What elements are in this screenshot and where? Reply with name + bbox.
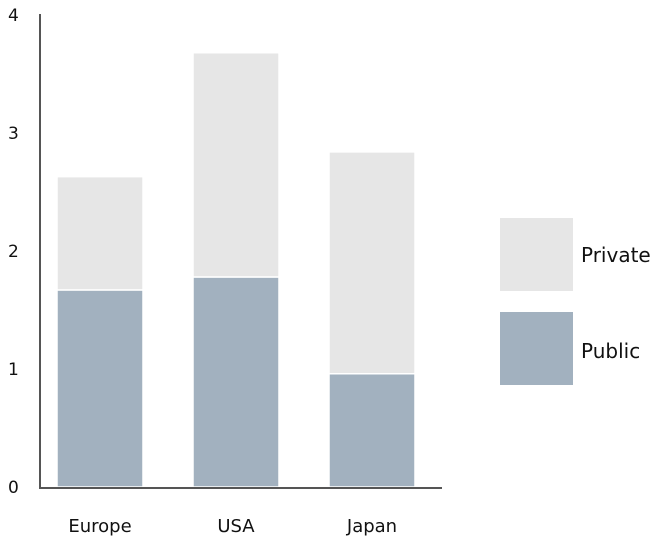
x-axis-category-labels: Europe USA Japan (68, 516, 397, 537)
legend-label-public: Public (581, 339, 640, 363)
bar-private-japan (328, 151, 416, 375)
y-tick-label: 3 (8, 124, 19, 144)
y-tick-label: 4 (8, 6, 19, 26)
x-tick-label-usa: USA (217, 516, 255, 537)
bar-public-europe (56, 289, 144, 488)
bar-group (56, 52, 416, 488)
y-tick-label: 1 (8, 360, 19, 380)
bar-public-japan (328, 372, 416, 488)
legend: Private Public (500, 218, 651, 385)
y-axis-tick-labels: 0 1 2 3 4 (8, 6, 19, 498)
legend-swatch-private (500, 218, 573, 291)
bar-private-usa (192, 52, 280, 278)
bar-public-usa (192, 276, 280, 488)
bar-private-europe (56, 175, 144, 291)
y-tick-label: 2 (8, 242, 19, 262)
x-tick-label-europe: Europe (68, 516, 131, 537)
y-tick-label: 0 (8, 478, 19, 498)
x-tick-label-japan: Japan (346, 516, 397, 537)
legend-label-private: Private (581, 243, 651, 267)
legend-swatch-public (500, 312, 573, 385)
